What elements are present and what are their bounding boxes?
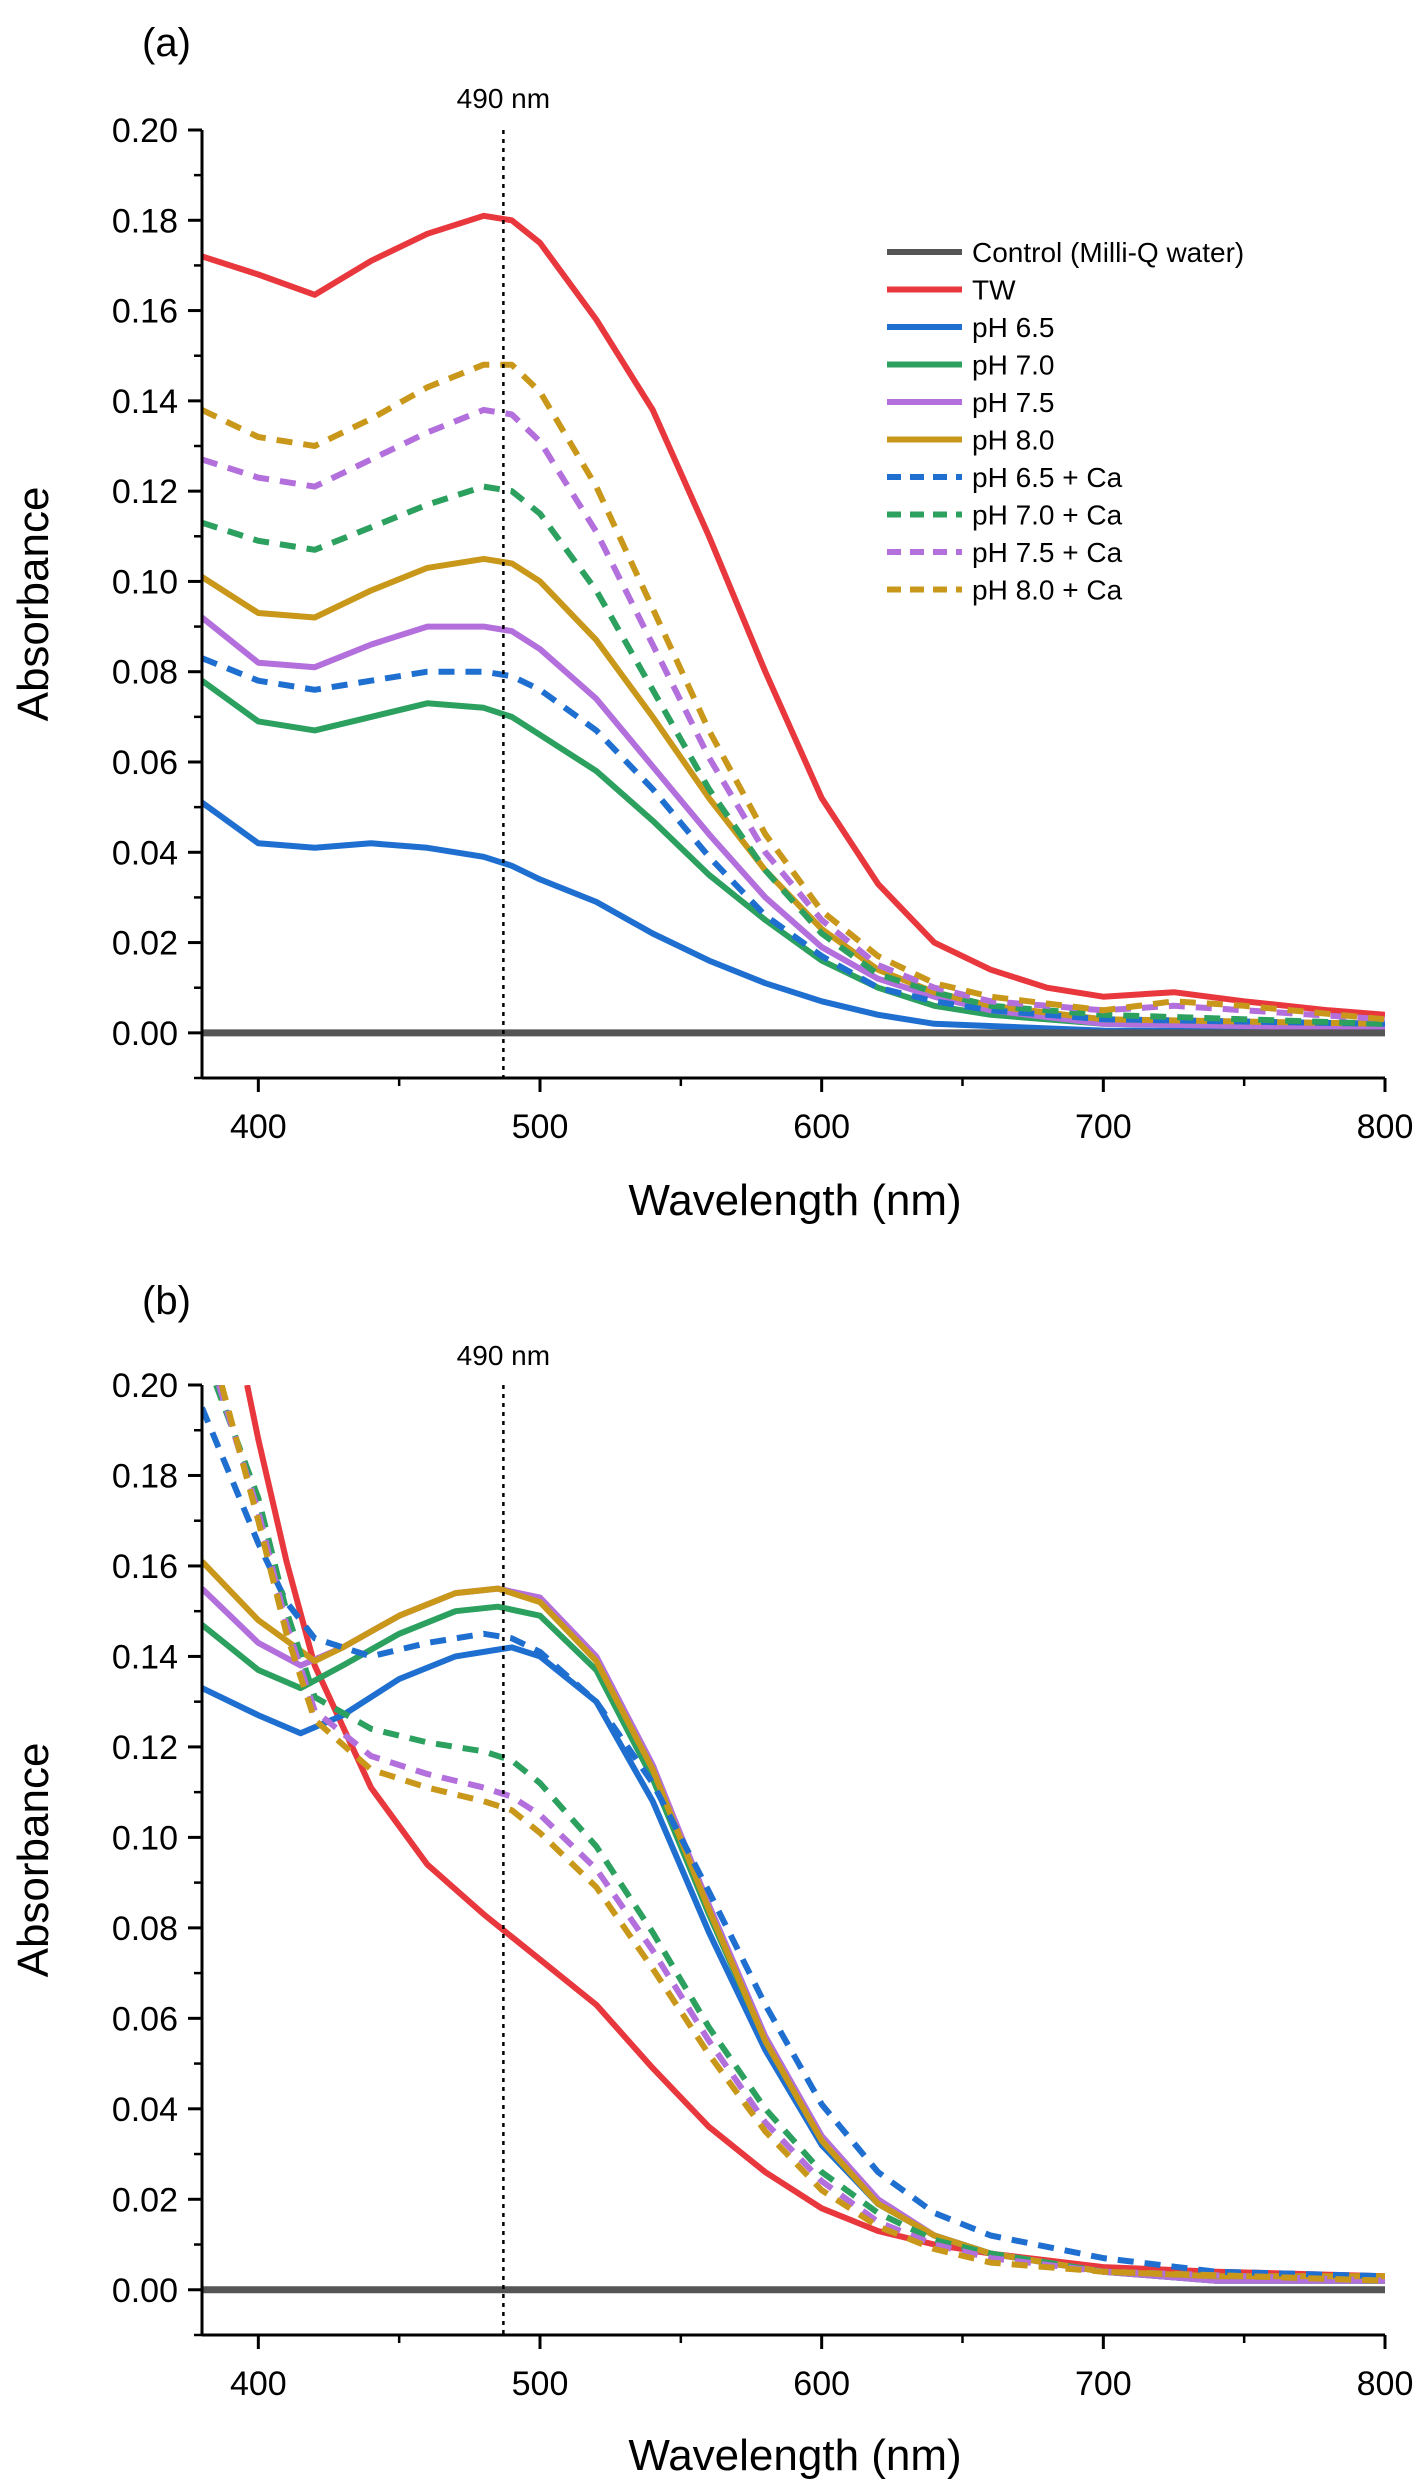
reference-line-label: 490 nm	[457, 83, 550, 114]
x-tick-label: 700	[1075, 2365, 1132, 2403]
y-tick-label: 0.00	[112, 2272, 178, 2310]
x-tick-label: 500	[512, 2365, 569, 2403]
y-axis-title: Absorbance	[9, 487, 58, 722]
y-tick-label: 0.10	[112, 1819, 178, 1857]
legend-entry: pH 7.5 + Ca	[972, 537, 1123, 568]
y-axis-title: Absorbance	[9, 1743, 58, 1978]
series-line-ph-7-5-ca	[216, 1385, 1385, 2284]
series-line-ph-6-5-ca	[202, 1406, 1385, 2280]
legend-entry: Control (Milli-Q water)	[972, 237, 1244, 268]
y-tick-label: 0.16	[112, 293, 178, 331]
series-line-tw	[244, 1385, 1385, 2280]
y-tick-label: 0.18	[112, 1457, 178, 1495]
x-tick-label: 600	[793, 1108, 850, 1146]
y-tick-label: 0.04	[112, 2091, 178, 2129]
legend-entry: TW	[972, 275, 1016, 306]
legend: Control (Milli-Q water) TW pH 6.5 pH 7.0 pH …	[887, 237, 1244, 606]
series-line-ph-7-0-ca	[213, 1385, 1385, 2284]
series-line-ph-8-0	[202, 555, 1385, 1027]
panel-label: (b)	[142, 1279, 191, 1323]
y-tick-label: 0.08	[112, 654, 178, 692]
x-tick-label: 400	[230, 2365, 287, 2403]
y-tick-label: 0.16	[112, 1548, 178, 1586]
legend-entry: pH 7.0 + Ca	[972, 500, 1123, 531]
series-line-ph-8-0-ca	[218, 1385, 1385, 2284]
series-line-ph-6-5-ca	[202, 655, 1385, 1027]
series-line-ph-6-5	[202, 800, 1385, 1035]
series-line-ph-8-0	[202, 1559, 1385, 2280]
series-line-tw	[202, 212, 1385, 1018]
legend-entry: pH 8.0	[972, 425, 1055, 456]
x-tick-label: 800	[1357, 2365, 1414, 2403]
legend-entry: pH 6.5	[972, 312, 1055, 343]
legend-entry: pH 7.0	[972, 350, 1055, 381]
reference-line-label: 490 nm	[457, 1340, 550, 1371]
legend-entry: pH 7.5	[972, 387, 1055, 418]
y-tick-label: 0.14	[112, 383, 178, 421]
y-tick-label: 0.12	[112, 473, 178, 511]
y-tick-label: 0.18	[112, 202, 178, 240]
series-line-ph-7-0	[202, 1603, 1385, 2284]
y-tick-label: 0.02	[112, 925, 178, 963]
series-group	[202, 212, 1385, 1037]
x-axis-title: Wavelength (nm)	[628, 2431, 961, 2480]
series-line-ph-7-0	[202, 678, 1385, 1032]
y-tick-label: 0.04	[112, 834, 178, 872]
panel-label: (a)	[142, 21, 191, 65]
x-tick-label: 700	[1075, 1108, 1132, 1146]
y-tick-label: 0.14	[112, 1638, 178, 1676]
x-tick-label: 400	[230, 1108, 287, 1146]
y-tick-label: 0.12	[112, 1729, 178, 1767]
y-tick-label: 0.06	[112, 744, 178, 782]
series-line-ph-7-0-ca	[202, 483, 1385, 1027]
x-axis-title: Wavelength (nm)	[628, 1176, 961, 1225]
y-tick-label: 0.06	[112, 2000, 178, 2038]
series-line-ph-7-5-ca	[202, 406, 1385, 1023]
x-tick-label: 600	[793, 2365, 850, 2403]
legend-entry: pH 8.0 + Ca	[972, 575, 1123, 606]
chart-panel-b: (b) 490 nm 0.00 0.02 0.04 0.06 0.08 0.10 0.12 0.1…	[9, 1279, 1413, 2480]
x-tick-label: 500	[512, 1108, 569, 1146]
series-line-ph-7-5	[202, 615, 1385, 1032]
series-line-ph-6-5	[202, 1644, 1385, 2284]
y-tick-label: 0.10	[112, 563, 178, 601]
y-tick-label: 0.00	[112, 1015, 178, 1053]
y-tick-label: 0.08	[112, 1910, 178, 1948]
series-line-ph-8-0-ca	[202, 361, 1385, 1023]
series-group	[202, 1385, 1385, 2294]
legend-entry: pH 6.5 + Ca	[972, 462, 1123, 493]
y-tick-label: 0.20	[112, 112, 178, 150]
y-tick-label: 0.02	[112, 2181, 178, 2219]
chart-panel-a: (a) 490 nm 0.00 0.02 0.04 0.06 0.08 0.10 0.12 0.1…	[9, 21, 1413, 1225]
y-tick-label: 0.20	[112, 1367, 178, 1405]
x-tick-label: 800	[1357, 1108, 1414, 1146]
